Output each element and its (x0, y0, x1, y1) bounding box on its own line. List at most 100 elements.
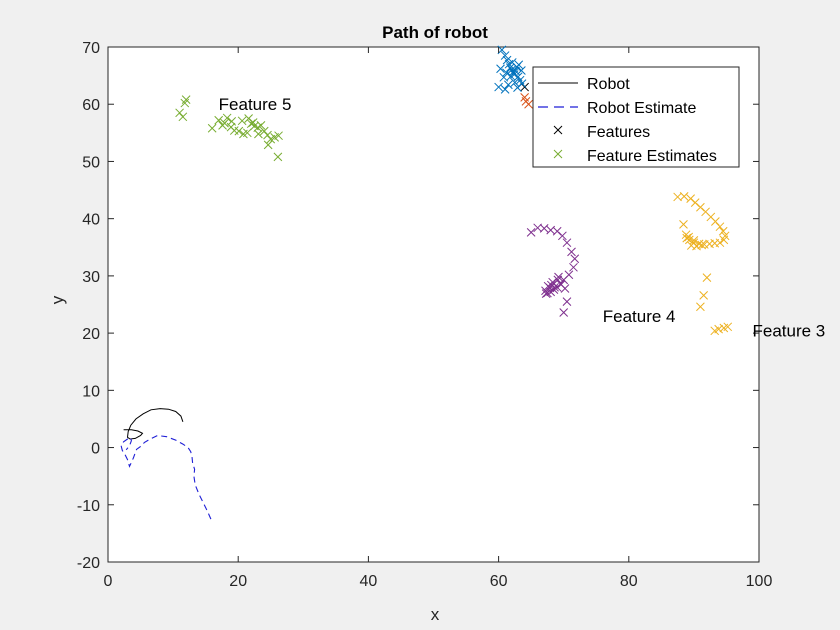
y-tick-label: -20 (77, 555, 100, 572)
feature-1-estimates-point (499, 72, 509, 82)
feature-5-estimates-point (248, 118, 258, 127)
annotation-feature-4: Feature 4 (603, 307, 676, 326)
y-axis-ticks: -20 -10 0 10 20 30 40 50 60 70 (77, 40, 759, 572)
feature-1-estimates-point (494, 82, 503, 92)
feature-1-estimates-point (517, 66, 526, 75)
feature-4-estimates-point (539, 224, 549, 233)
legend-box (532, 66, 740, 168)
feature-5-estimates-markers (175, 95, 283, 162)
feature-5-estimates-point (259, 126, 269, 136)
series-layer (120, 45, 733, 520)
feature-4-estimates-point (569, 262, 578, 272)
x-axis-ticks: 0 20 40 60 80 100 (104, 47, 773, 590)
feature-3-estimates-point (684, 232, 694, 242)
feature-4-estimates-point (570, 254, 580, 264)
feature-3-estimates-point (682, 233, 692, 243)
feature-4-estimates-point (546, 280, 556, 290)
feature-1-estimates-point (514, 60, 524, 70)
feature-4-estimates-point (559, 308, 569, 317)
feature-4-estimates-markers (526, 223, 580, 317)
robot-path (123, 408, 184, 440)
feature-4-estimates-point (548, 277, 557, 287)
legend-features-swatch (553, 125, 563, 135)
feature-5-estimates-point (273, 152, 283, 162)
y-tick-label: 40 (82, 212, 100, 229)
feature-1-estimates-point (510, 78, 520, 87)
feature-5-estimates-point (263, 130, 272, 140)
feature-1-estimates-point (500, 84, 510, 94)
feature-5-estimates-point (178, 112, 188, 122)
feature-3-estimates-point (714, 324, 723, 334)
feature-5-estimates-point (222, 113, 232, 123)
feature-3-estimates-point (679, 191, 689, 201)
feature-1-estimates-point (496, 64, 505, 74)
x-tick-label: 60 (490, 573, 508, 590)
feature-3-estimates-point (699, 290, 709, 300)
feature-4-estimates-point (541, 289, 551, 298)
feature-3-estimates-markers (673, 191, 733, 336)
x-tick-label: 100 (746, 573, 773, 590)
x-tick-label: 20 (229, 573, 247, 590)
feature-4-estimates-point (567, 247, 576, 257)
feature-5-estimates-point (254, 129, 263, 139)
x-tick-label: 80 (620, 573, 638, 590)
feature-1-estimates-point (513, 83, 522, 92)
chart-title: Path of robot (382, 23, 488, 42)
legend-robot-estimate-label: Robot Estimate (587, 100, 696, 117)
feature-3-estimates-point (719, 235, 729, 245)
feature-3-estimates-point (689, 236, 699, 245)
feature-5-estimates-point (263, 140, 273, 150)
feature-1-estimates-point (504, 80, 513, 90)
feature-3-estimates-point (692, 241, 701, 251)
robot-estimate-path (120, 434, 212, 520)
feature-2-estimates-markers (520, 93, 533, 109)
feature-5-estimates-point (220, 118, 229, 128)
legend-robot-label: Robot (587, 76, 630, 93)
y-tick-label: 30 (82, 269, 100, 286)
feature-3-estimates-point (718, 226, 728, 236)
y-tick-label: 20 (82, 326, 100, 343)
annotation-feature-3: Feature 3 (752, 321, 825, 340)
annotation-feature-5: Feature 5 (219, 95, 292, 114)
y-tick-label: 10 (82, 383, 100, 400)
x-tick-label: 0 (104, 573, 113, 590)
feature-1-estimates-point (507, 58, 517, 67)
feature-4-estimates-point (560, 284, 570, 293)
feature-2-estimates-point (520, 93, 529, 102)
legend-features-label: Features (587, 124, 650, 141)
feature-5-estimates-point (227, 117, 237, 126)
feature-5-estimates-point (175, 108, 184, 118)
feature-3-estimates-point (715, 222, 725, 232)
y-tick-label: 50 (82, 154, 100, 171)
feature-1-estimates-markers (494, 45, 527, 94)
feature-4-estimates-point (553, 275, 563, 285)
y-tick-label: -10 (77, 498, 100, 515)
feature-4-estimates-point (562, 238, 572, 248)
legend-feature-estimates-swatch (553, 149, 563, 159)
feature-1-estimates-point (506, 71, 516, 81)
feature-2-estimates-point (524, 99, 533, 109)
legend: Robot Robot Estimate Features Feature Es… (532, 66, 740, 168)
feature-4-estimates-point (562, 297, 572, 306)
y-tick-label: 70 (82, 40, 100, 57)
feature-3-estimates-point (697, 240, 707, 250)
feature-5-estimates-point (207, 123, 217, 133)
feature-1-estimates-point (497, 45, 507, 55)
y-axis-label: y (48, 295, 67, 304)
x-axis-label: x (431, 605, 440, 624)
feature-3-estimates-point (679, 220, 688, 229)
feature-5-estimates-point (242, 128, 252, 138)
feature-5-estimates-point (181, 95, 191, 104)
feature-4-estimates-point (526, 228, 536, 237)
feature-5-estimates-point (256, 121, 266, 130)
feature-5-estimates-point (234, 126, 244, 136)
feature-3-estimates-point (702, 273, 712, 282)
feature-5-estimates-point (214, 115, 224, 125)
feature-4-estimates-point (545, 283, 555, 293)
feature-5-estimates-point (237, 116, 247, 126)
annotation-layer: Feature 5 Feature 4 Feature 3 (219, 95, 826, 340)
legend-feature-estimates-label: Feature Estimates (587, 148, 717, 165)
feature-3-estimates-point (723, 322, 733, 332)
